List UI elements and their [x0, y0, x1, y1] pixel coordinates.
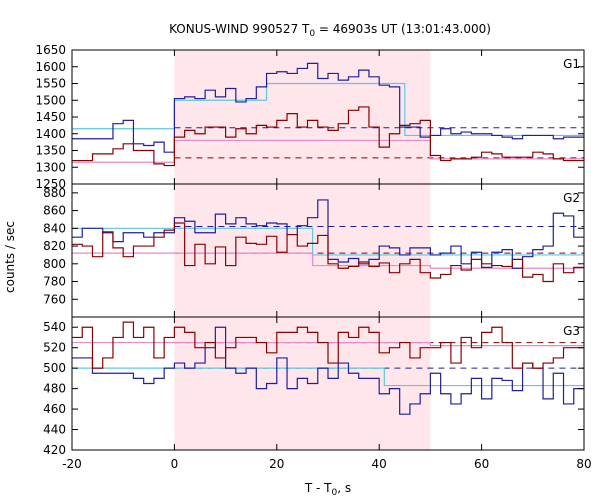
y-tick-label: 1550: [35, 77, 66, 91]
chart-title-sub: 0: [309, 29, 315, 39]
y-tick-label: 820: [43, 239, 66, 253]
y-tick-label: 840: [43, 221, 66, 235]
panel-g2: 760 780 800 820 840 860 880 G2: [43, 183, 585, 318]
panel-g1: 1250 1300 1350 1400 1450 1500 1550 1600 1650 G1: [35, 43, 585, 191]
y-tick-label: 860: [43, 204, 66, 218]
y-tick-label: 500: [43, 361, 66, 375]
panel-label: G1: [563, 57, 580, 71]
y-axis-label: counts / sec: [3, 221, 17, 293]
y-tick-label: 420: [43, 443, 66, 457]
y-tick-label: 1450: [35, 110, 66, 124]
x-tick-label: 0: [171, 457, 179, 471]
red-counts-series: [72, 321, 584, 369]
chart-title-rest: = 46903s UT (13:01:43.000): [315, 22, 491, 36]
chart-title-main: KONUS-WIND 990527 T: [169, 22, 310, 36]
panel-g3: 420 440 460 480 500 520 540 G3: [43, 316, 585, 457]
pink-model-line: [72, 252, 584, 269]
y-tick-label: 1400: [35, 127, 66, 141]
red-counts-series: [72, 106, 584, 167]
panel-frame: [71, 316, 585, 451]
x-tick-label: 40: [372, 457, 387, 471]
y-tick-label: 1500: [35, 93, 66, 107]
y-tick-label: 1350: [35, 144, 66, 158]
x-tick-label: -20: [62, 457, 82, 471]
x-axis-label-rest: , s: [337, 481, 351, 495]
x-tick-label: 60: [474, 457, 489, 471]
panels: 1250 1300 1350 1400 1450 1500 1550 1600 1650 G1 76…: [35, 43, 591, 471]
y-tick-label: 540: [43, 320, 66, 334]
y-tick-label: 760: [43, 292, 66, 306]
y-tick-label: 440: [43, 423, 66, 437]
x-tick-label: 80: [576, 457, 591, 471]
blue-counts-series: [72, 199, 584, 269]
panel-label: G2: [563, 191, 580, 205]
burst-interval-highlight: [174, 317, 431, 450]
blue-counts-series: [72, 62, 584, 153]
y-tick-label: 1600: [35, 60, 66, 74]
pink-model-line: [72, 341, 584, 347]
y-tick-label: 800: [43, 257, 66, 271]
panel-label: G3: [563, 324, 580, 338]
cyan-model-line: [72, 227, 584, 256]
y-tick-label: 1250: [35, 177, 66, 191]
chart-title: KONUS-WIND 990527 T0 = 46903s UT (13:01:…: [169, 22, 491, 39]
red-counts-series: [72, 222, 584, 283]
y-tick-label: 780: [43, 275, 66, 289]
y-tick-label: 460: [43, 402, 66, 416]
x-axis-label-main: T - T: [304, 481, 332, 495]
x-axis-label: T - T0, s: [304, 481, 351, 498]
y-tick-label: 480: [43, 382, 66, 396]
y-tick-label: 880: [43, 186, 66, 200]
cyan-model-line: [72, 367, 584, 387]
y-tick-label: 520: [43, 341, 66, 355]
x-tick-label: 20: [269, 457, 284, 471]
y-tick-label: 1300: [35, 160, 66, 174]
burst-interval-highlight: [174, 50, 431, 184]
y-tick-label: 1650: [35, 43, 66, 57]
blue-counts-series: [72, 326, 584, 415]
burst-interval-highlight: [174, 184, 431, 317]
x-axis-label-sub: 0: [332, 488, 338, 498]
